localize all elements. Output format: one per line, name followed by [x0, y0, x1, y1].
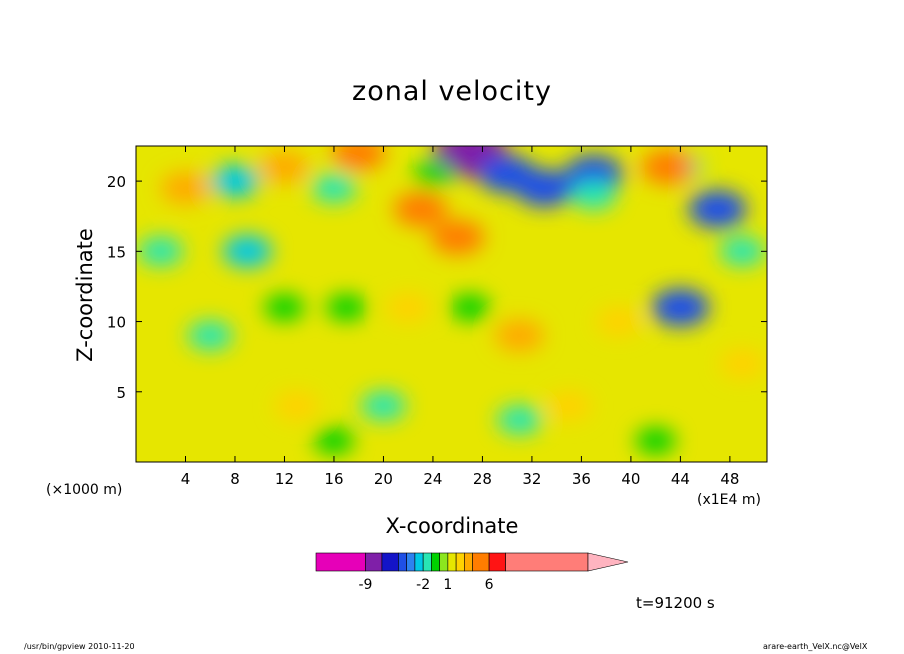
x-axis: 4 8 12 16 20 24 28 32 36 40 44 48	[181, 146, 739, 488]
contour-region	[546, 391, 592, 421]
contour-region	[361, 391, 406, 421]
contour-region	[641, 149, 695, 185]
colorbar-segment	[315, 552, 366, 572]
contour-region	[719, 236, 765, 267]
time-label: t=91200 s	[636, 594, 715, 612]
y-tick-label: 5	[116, 384, 126, 402]
x-scale-label: (x1E4 m)	[697, 492, 761, 508]
colorbar: -9 -2 1 6	[315, 552, 629, 593]
colorbar-segment	[422, 552, 432, 572]
contour-region	[331, 146, 386, 171]
contour-region	[187, 320, 233, 351]
x-axis-label: X-coordinate	[385, 514, 519, 538]
colorbar-segment	[365, 552, 383, 572]
contour-region	[478, 155, 537, 194]
contour-region	[430, 219, 485, 255]
x-tick-label: 24	[423, 470, 442, 488]
x-tick-label: 40	[621, 470, 640, 488]
contour-field	[136, 146, 767, 462]
colorbar-tick-label: 6	[485, 577, 494, 593]
x-unit-label: (×1000 m)	[46, 482, 123, 498]
contour-region	[497, 405, 542, 435]
y-tick-label: 15	[107, 243, 126, 261]
contour-region	[264, 294, 305, 321]
x-tick-label: 48	[720, 470, 739, 488]
contour-region	[160, 171, 211, 205]
colorbar-segment	[505, 552, 589, 572]
x-tick-label: 36	[572, 470, 591, 488]
contour-region	[449, 294, 491, 321]
contour-region	[326, 294, 367, 321]
x-tick-label: 44	[671, 470, 690, 488]
footer-left: /usr/bin/gpview 2010-11-20	[24, 642, 135, 651]
y-tick-label: 10	[107, 314, 126, 332]
plot-frame	[135, 145, 768, 463]
y-axis: 5 10 15 20	[107, 173, 767, 402]
contour-region	[564, 155, 623, 194]
colorbar-tick-label: 1	[443, 577, 452, 593]
contour-region	[210, 164, 260, 198]
colorbar-segment	[455, 552, 465, 572]
contour-region	[385, 292, 431, 323]
colorbar-segment	[488, 552, 506, 572]
contour-region	[222, 235, 272, 268]
colorbar-tick-label: -2	[416, 577, 430, 593]
colorbar-segment	[398, 552, 407, 572]
contour-region	[688, 190, 747, 229]
colorbar-segment	[439, 552, 449, 572]
contour-region	[571, 180, 617, 210]
contour-region	[259, 150, 310, 184]
colorbar-segment	[381, 552, 399, 572]
contour-region	[274, 391, 320, 421]
colorbar-tick-label: -9	[358, 577, 372, 593]
colorbar-segment	[464, 552, 473, 572]
colorbar-segment	[414, 552, 424, 572]
contour-region	[138, 236, 184, 267]
x-tick-label: 12	[275, 470, 294, 488]
contour-region	[393, 191, 448, 227]
colorbar-overflow-arrow	[587, 552, 629, 572]
footer-right: arare-earth_VelX.nc@VelX	[763, 642, 868, 651]
contour-region	[651, 288, 710, 327]
x-tick-label: 32	[522, 470, 541, 488]
y-axis-label: Z-coordinate	[73, 228, 97, 362]
contour-region	[635, 427, 676, 455]
contour-region	[412, 160, 454, 188]
colorbar-segment	[431, 552, 440, 572]
chart-title: zonal velocity	[352, 76, 552, 107]
contour-region	[494, 319, 545, 352]
colorbar-segment	[406, 552, 416, 572]
x-tick-label: 8	[230, 470, 240, 488]
contour-region	[313, 427, 355, 455]
contour-region	[719, 348, 765, 379]
y-tick-label: 20	[107, 173, 126, 191]
contour-region	[311, 173, 357, 203]
contour-region	[596, 306, 641, 337]
x-tick-label: 16	[324, 470, 343, 488]
colorbar-segment	[472, 552, 490, 572]
x-tick-label: 28	[473, 470, 492, 488]
x-tick-label: 20	[374, 470, 393, 488]
colorbar-segment	[447, 552, 457, 572]
x-tick-label: 4	[181, 470, 191, 488]
